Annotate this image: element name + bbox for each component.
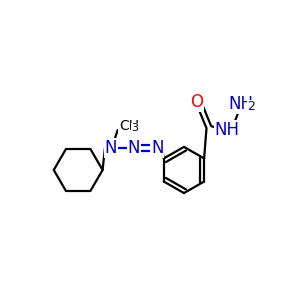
Text: 3: 3: [132, 123, 139, 134]
Text: NH: NH: [228, 95, 254, 113]
Text: N: N: [104, 139, 117, 157]
Text: N: N: [151, 139, 164, 157]
Text: N: N: [128, 139, 140, 157]
Text: O: O: [190, 93, 203, 111]
Text: CH: CH: [119, 119, 139, 133]
Text: 2: 2: [248, 100, 255, 113]
Text: NH: NH: [214, 121, 239, 139]
